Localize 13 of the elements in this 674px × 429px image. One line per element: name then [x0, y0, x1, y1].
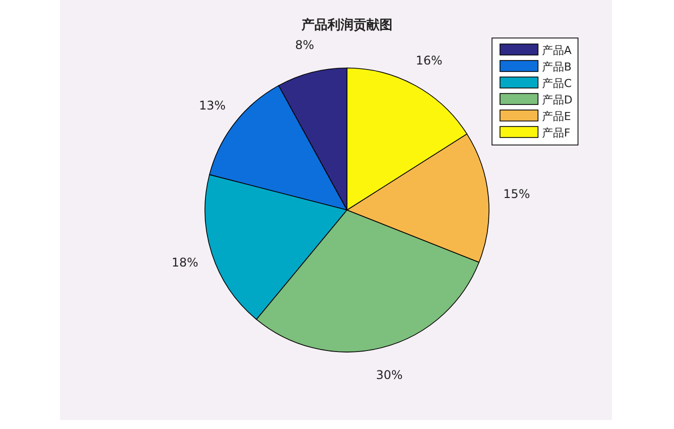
- legend-label: 产品F: [542, 126, 570, 140]
- data-label: 8%: [295, 38, 314, 52]
- legend-label: 产品B: [542, 60, 572, 74]
- legend-label: 产品A: [542, 44, 572, 57]
- legend-label: 产品D: [542, 94, 572, 106]
- legend-label: 产品C: [542, 77, 572, 90]
- data-label: 15%: [503, 186, 530, 201]
- legend-label: 产品E: [542, 110, 571, 123]
- data-label: 18%: [172, 256, 198, 270]
- data-label: 13%: [199, 98, 226, 113]
- chart-title: 产品利润贡献图: [300, 17, 392, 33]
- data-label: 16%: [416, 54, 442, 68]
- data-label: 30%: [376, 368, 403, 382]
